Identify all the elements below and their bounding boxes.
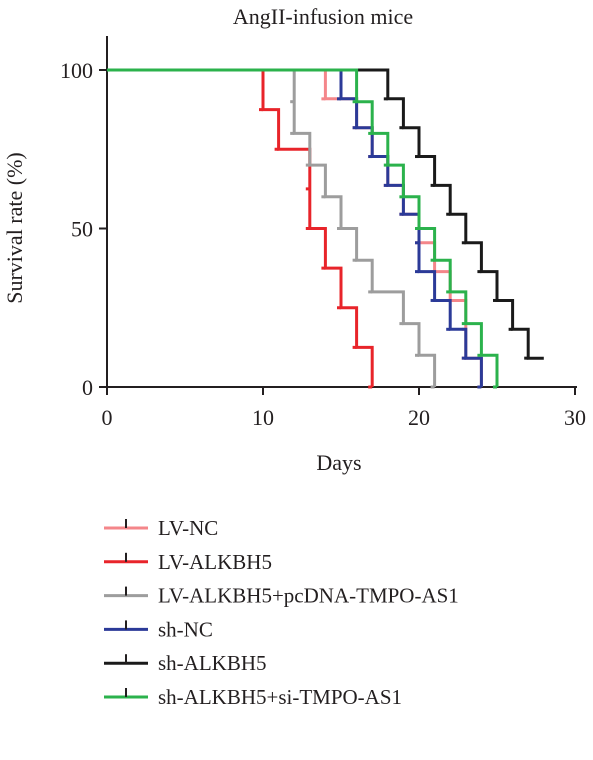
legend-label: LV-ALKBH5 (158, 550, 272, 574)
legend-label: LV-ALKBH5+pcDNA-TMPO-AS1 (158, 584, 459, 608)
legend-label: sh-ALKBH5+si-TMPO-AS1 (158, 685, 402, 709)
y-tick-label: 0 (82, 375, 93, 400)
legend-label: LV-NC (158, 516, 218, 540)
legend-item: LV-ALKBH5 (104, 550, 272, 574)
x-axis-label: Days (316, 450, 361, 475)
x-tick-label: 0 (102, 405, 113, 430)
chart-title: AngII-infusion mice (233, 4, 413, 29)
series-1 (107, 68, 374, 389)
y-tick-label: 100 (60, 58, 93, 83)
x-tick-label: 30 (564, 405, 586, 430)
survival-curve (107, 68, 374, 387)
series-4 (107, 68, 544, 360)
legend-item: LV-ALKBH5+pcDNA-TMPO-AS1 (104, 584, 459, 608)
y-tick-label: 50 (71, 217, 93, 242)
legend-item: sh-ALKBH5+si-TMPO-AS1 (104, 685, 402, 709)
axis-ticks: 0 10 20 30 0 50 100 (60, 58, 586, 430)
survival-curve (107, 68, 499, 387)
x-tick-label: 20 (408, 405, 430, 430)
legend-label: sh-ALKBH5 (158, 651, 267, 675)
y-axis-label: Survival rate (%) (2, 152, 27, 304)
legend-item: sh-ALKBH5 (104, 651, 267, 675)
survival-curve (107, 68, 544, 360)
legend-item: LV-NC (104, 516, 218, 540)
x-tick-label: 10 (252, 405, 274, 430)
series-3 (107, 68, 483, 389)
legend-label: sh-NC (158, 617, 213, 641)
series-2 (107, 68, 437, 389)
survival-curve (107, 68, 437, 387)
series-layer (107, 68, 544, 389)
legend: LV-NC LV-ALKBH5 LV-ALKBH5+pcDNA-TMPO-AS1 sh… (104, 516, 459, 709)
legend-item: sh-NC (104, 617, 213, 641)
survival-curve (107, 68, 483, 387)
series-5 (107, 68, 499, 389)
